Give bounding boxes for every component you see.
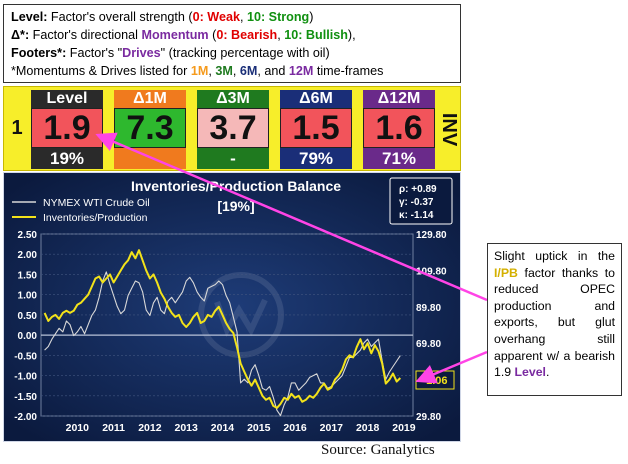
tile-value: 1.9	[31, 108, 103, 148]
right-tick-label: 109.80	[416, 266, 447, 277]
chart-subtitle: [19%]	[217, 198, 254, 214]
left-tick-label: -1.00	[14, 372, 37, 383]
stats-box: ρ: +0.89 γ: -0.37 κ: -1.14	[389, 177, 453, 225]
legend-line-timeframes: *Momentums & Drives listed for 1M, 3M, 6…	[11, 64, 384, 78]
chart-svg: 2.50 2.00 1.50 1.00 0.50 0.00 -0.50 -1.00 -1.50 -…	[3, 172, 461, 442]
factor-name: INV	[438, 112, 461, 146]
tile-footer: -	[197, 148, 269, 169]
tile-value: 7.3	[114, 108, 186, 148]
left-tick-label: -1.50	[14, 392, 37, 403]
end-value-badge: -1.06	[415, 370, 455, 390]
callout-note: Slight uptick in the I/PB factor thanks …	[487, 243, 622, 396]
right-tick-label: 69.80	[416, 339, 441, 350]
legend-line-footers: Footers*: Factor's "Drives" (tracking pe…	[11, 46, 330, 60]
tile-footer	[114, 148, 186, 169]
right-tick-label: 29.80	[416, 412, 441, 423]
factor-panel: 1 Level 1.9 19% Δ1M 7.3 Δ3M 3.7 - Δ6M 1.…	[3, 86, 461, 171]
left-tick-label: 1.50	[18, 270, 38, 281]
right-tick-label: 89.80	[416, 303, 441, 314]
source-label: Source: Ganalytics	[321, 442, 435, 458]
legend-label-wti: NYMEX WTI Crude Oil	[43, 197, 150, 209]
left-tick-label: -0.50	[14, 351, 37, 362]
tile-footer: 19%	[31, 148, 103, 169]
end-value-label: -1.06	[422, 375, 447, 387]
tile-delta-1m: Δ1M 7.3	[114, 90, 186, 169]
tile-footer: 71%	[363, 148, 435, 169]
tile-header: Δ6M	[280, 90, 352, 108]
x-tick-label: 2014	[211, 422, 235, 434]
tile-footer: 79%	[280, 148, 352, 169]
left-tick-label: 1.00	[18, 291, 38, 302]
x-axis: 2010 2011 2012 2013 2014 2015 2016 2017 2018 2019	[66, 422, 416, 434]
tile-header: Δ12M	[363, 90, 435, 108]
x-tick-label: 2013	[174, 422, 198, 434]
legend-line-level: Level: Factor's overall strength (0: Wea…	[11, 10, 314, 24]
stat-rho: ρ: +0.89	[399, 184, 437, 195]
tile-header: Δ1M	[114, 90, 186, 108]
tile-header: Δ3M	[197, 90, 269, 108]
x-tick-label: 2010	[66, 422, 90, 434]
tile-level: Level 1.9 19%	[31, 90, 103, 169]
tile-value: 3.7	[197, 108, 269, 148]
left-tick-label: 0.50	[18, 311, 38, 322]
x-tick-label: 2018	[356, 422, 380, 434]
tile-delta-6m: Δ6M 1.5 79%	[280, 90, 352, 169]
right-tick-label: 129.80	[416, 230, 447, 241]
left-tick-label: 0.00	[18, 331, 38, 342]
factor-rank: 1	[11, 117, 23, 139]
stat-gamma: γ: -0.37	[399, 197, 434, 208]
x-tick-label: 2016	[283, 422, 307, 434]
x-tick-label: 2017	[320, 422, 344, 434]
chart: 2.50 2.00 1.50 1.00 0.50 0.00 -0.50 -1.00 -1.50 -…	[3, 172, 461, 442]
legend-label-ipb: Inventories/Production	[43, 212, 148, 224]
left-tick-label: 2.00	[18, 250, 38, 261]
stat-kappa: κ: -1.14	[399, 210, 434, 221]
left-tick-label: -2.00	[14, 412, 37, 423]
chart-title: Inventories/Production Balance	[131, 178, 341, 194]
x-tick-label: 2012	[138, 422, 162, 434]
x-tick-label: 2019	[392, 422, 416, 434]
x-tick-label: 2015	[247, 422, 271, 434]
tile-header: Level	[31, 90, 103, 108]
x-tick-label: 2011	[102, 422, 125, 434]
tile-delta-12m: Δ12M 1.6 71%	[363, 90, 435, 169]
left-tick-label: 2.50	[18, 230, 38, 241]
left-axis: 2.50 2.00 1.50 1.00 0.50 0.00 -0.50 -1.00 -1.50 -…	[14, 230, 37, 423]
legend-box: Level: Factor's overall strength (0: Wea…	[3, 4, 461, 83]
tile-value: 1.5	[280, 108, 352, 148]
tile-value: 1.6	[363, 108, 435, 148]
legend-line-momentum: Δ*: Factor's directional Momentum (0: Be…	[11, 28, 356, 42]
tile-delta-3m: Δ3M 3.7 -	[197, 90, 269, 169]
